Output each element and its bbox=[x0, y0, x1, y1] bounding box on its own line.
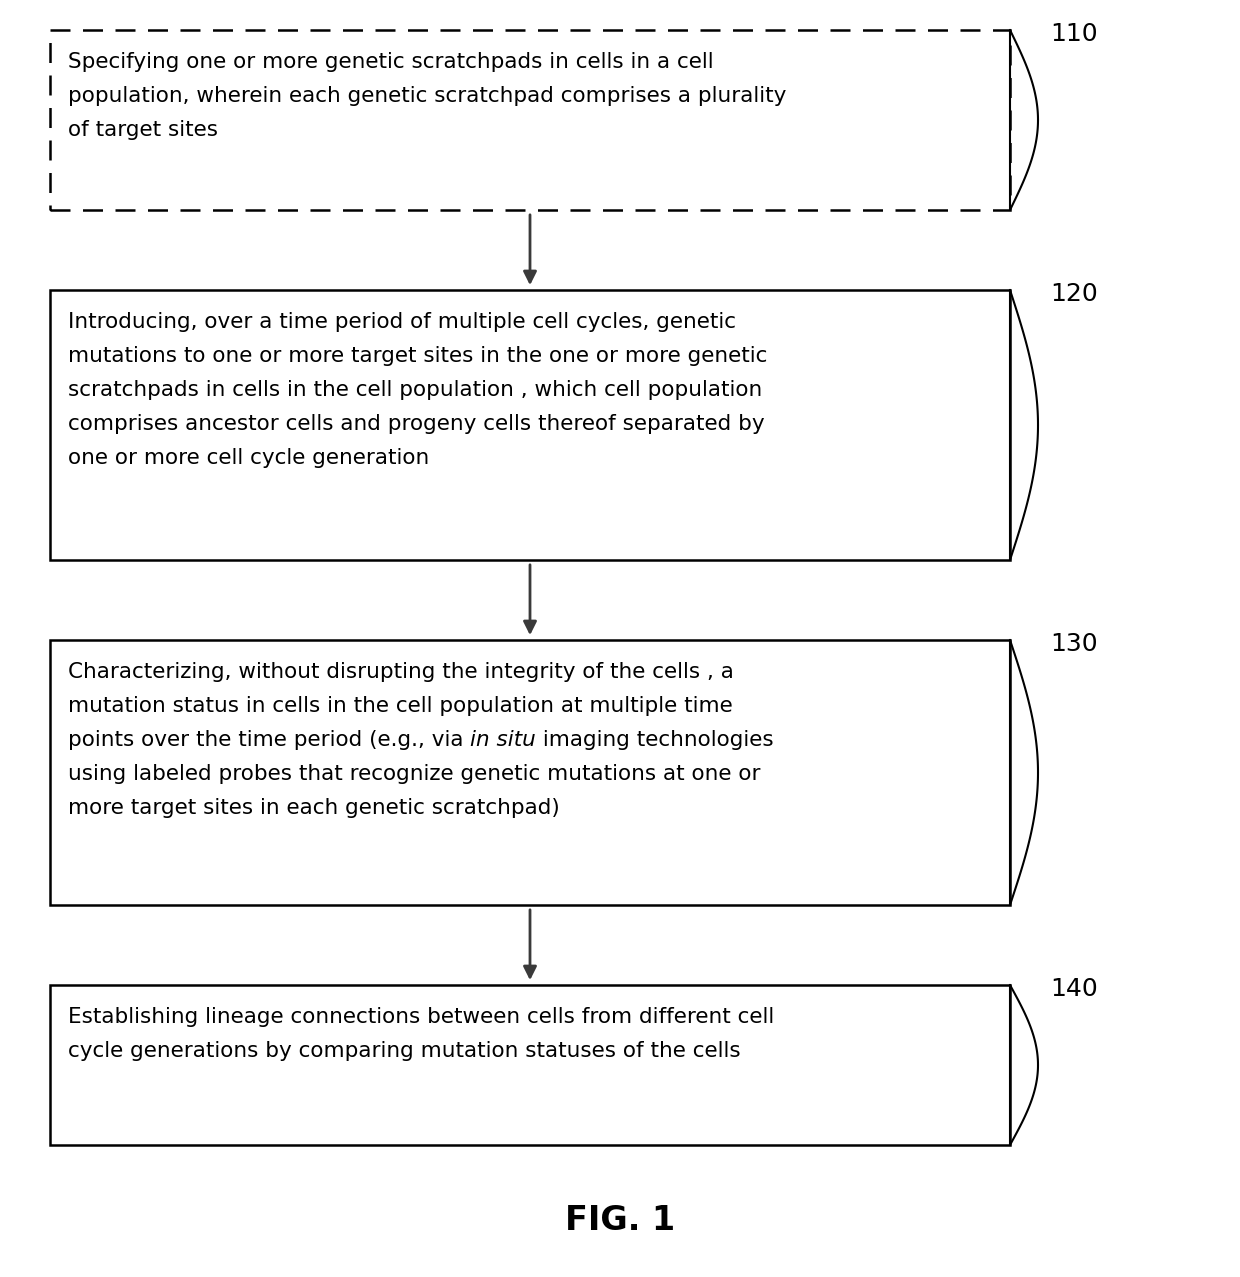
Bar bbox=[50, 290, 1011, 561]
Text: cycle generations by comparing mutation statuses of the cells: cycle generations by comparing mutation … bbox=[68, 1041, 740, 1061]
Text: 110: 110 bbox=[1050, 22, 1097, 46]
Bar bbox=[50, 985, 1011, 1145]
Bar bbox=[50, 29, 1011, 209]
Text: more target sites in each genetic scratchpad): more target sites in each genetic scratc… bbox=[68, 798, 559, 819]
Text: mutation status in cells in the cell population at multiple time: mutation status in cells in the cell pop… bbox=[68, 696, 733, 716]
Text: FIG. 1: FIG. 1 bbox=[565, 1203, 675, 1236]
Text: 140: 140 bbox=[1050, 977, 1097, 1001]
Bar bbox=[50, 640, 1011, 905]
Text: comprises ancestor cells and progeny cells thereof separated by: comprises ancestor cells and progeny cel… bbox=[68, 414, 765, 434]
Text: of target sites: of target sites bbox=[68, 120, 218, 140]
Text: Characterizing, without disrupting the integrity of the cells , a: Characterizing, without disrupting the i… bbox=[68, 661, 734, 682]
Text: mutations to one or more target sites in the one or more genetic: mutations to one or more target sites in… bbox=[68, 346, 768, 366]
Text: imaging technologies: imaging technologies bbox=[536, 730, 774, 750]
Text: Introducing, over a time period of multiple cell cycles, genetic: Introducing, over a time period of multi… bbox=[68, 312, 737, 332]
Text: using labeled probes that recognize genetic mutations at one or: using labeled probes that recognize gene… bbox=[68, 764, 760, 784]
Text: population, wherein each genetic scratchpad comprises a plurality: population, wherein each genetic scratch… bbox=[68, 86, 786, 106]
Text: points over the time period (e.g., via: points over the time period (e.g., via bbox=[68, 730, 470, 750]
Text: 120: 120 bbox=[1050, 282, 1097, 306]
Text: in situ: in situ bbox=[470, 730, 536, 750]
Text: one or more cell cycle generation: one or more cell cycle generation bbox=[68, 448, 429, 467]
Text: Specifying one or more genetic scratchpads in cells in a cell: Specifying one or more genetic scratchpa… bbox=[68, 52, 714, 72]
Text: 130: 130 bbox=[1050, 632, 1097, 656]
Text: scratchpads in cells in the cell population , which cell population: scratchpads in cells in the cell populat… bbox=[68, 381, 763, 400]
Text: Establishing lineage connections between cells from different cell: Establishing lineage connections between… bbox=[68, 1008, 774, 1027]
